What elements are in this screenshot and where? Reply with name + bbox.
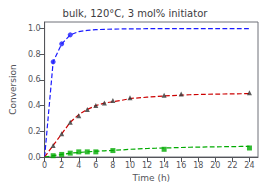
svg-text:0.6: 0.6 — [28, 75, 41, 84]
svg-text:6: 6 — [93, 161, 98, 170]
svg-text:20: 20 — [210, 161, 220, 170]
svg-text:0.0: 0.0 — [28, 153, 41, 162]
svg-text:bulk, 120°C, 3 mol% initiator: bulk, 120°C, 3 mol% initiator — [63, 8, 209, 19]
svg-text:0.8: 0.8 — [28, 50, 41, 59]
svg-text:1.0: 1.0 — [28, 24, 41, 33]
svg-text:16: 16 — [176, 161, 186, 170]
svg-text:Conversion: Conversion — [8, 64, 18, 114]
svg-text:12: 12 — [142, 161, 152, 170]
svg-text:0: 0 — [42, 161, 47, 170]
svg-text:24: 24 — [244, 161, 254, 170]
svg-text:0.2: 0.2 — [28, 127, 41, 136]
svg-text:10: 10 — [125, 161, 135, 170]
svg-text:Time (h): Time (h) — [131, 173, 170, 183]
svg-text:4: 4 — [76, 161, 81, 170]
svg-text:22: 22 — [227, 161, 237, 170]
svg-text:2: 2 — [59, 161, 64, 170]
svg-text:8: 8 — [110, 161, 115, 170]
svg-text:18: 18 — [193, 161, 203, 170]
svg-text:0.4: 0.4 — [28, 101, 41, 110]
svg-text:14: 14 — [159, 161, 169, 170]
